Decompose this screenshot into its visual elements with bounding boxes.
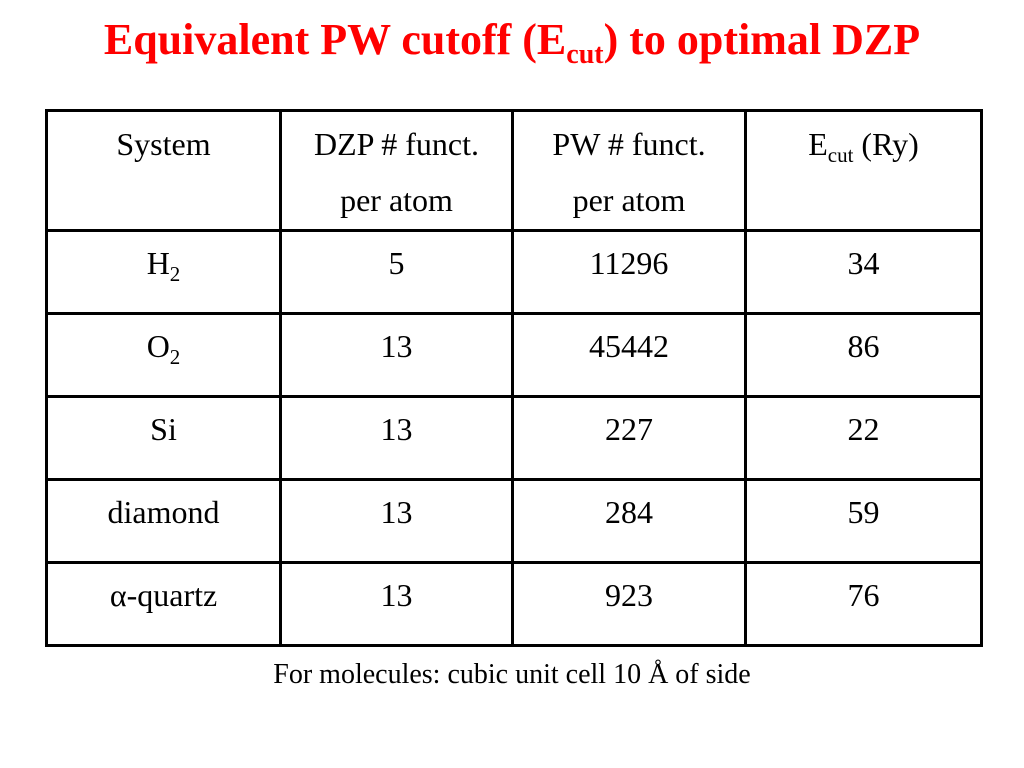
cell-dzp: 13 <box>279 561 514 647</box>
cell-pw: 284 <box>511 478 747 564</box>
cell-dzp: 5 <box>279 229 514 315</box>
header-dzp-functions: DZP # funct. per atom <box>279 109 514 232</box>
system-name: Si <box>150 411 177 447</box>
table-row: H2 5 11296 34 <box>45 229 983 315</box>
cell-dzp: 13 <box>279 478 514 564</box>
system-name: O <box>146 328 170 364</box>
cell-system: O2 <box>45 312 282 398</box>
cell-system: α-quartz <box>45 561 282 647</box>
header-dzp-line2: per atom <box>340 182 453 218</box>
title-subscript: cut <box>566 39 604 70</box>
header-pw-line1: PW # funct. <box>552 126 706 162</box>
table-row: diamond 13 284 59 <box>45 478 983 564</box>
title-text-start: Equivalent PW cutoff (E <box>103 15 567 64</box>
cell-ecut: 76 <box>744 561 983 647</box>
cell-ecut: 59 <box>744 478 983 564</box>
cell-pw: 227 <box>511 395 747 481</box>
header-system-label: System <box>116 126 211 162</box>
cell-dzp: 13 <box>279 395 514 481</box>
slide-title: Equivalent PW cutoff (Ecut) to optimal D… <box>0 10 1024 70</box>
system-subscript: 2 <box>169 262 181 286</box>
cell-pw: 923 <box>511 561 747 647</box>
cell-ecut: 34 <box>744 229 983 315</box>
table-row: O2 13 45442 86 <box>45 312 983 398</box>
system-name: H <box>146 245 170 281</box>
table-row: α-quartz 13 923 76 <box>45 561 983 647</box>
header-system: System <box>45 109 282 232</box>
cell-system: Si <box>45 395 282 481</box>
footnote: For molecules: cubic unit cell 10 Å of s… <box>273 659 751 690</box>
header-dzp-line1: DZP # funct. <box>313 126 479 162</box>
title-text-end: ) to optimal DZP <box>603 15 921 64</box>
cell-ecut: 22 <box>744 395 983 481</box>
header-pw-functions: PW # funct. per atom <box>511 109 747 232</box>
header-ecut: Ecut (Ry) <box>744 109 983 232</box>
table-row: Si 13 227 22 <box>45 395 983 481</box>
header-ecut-main: E <box>808 126 828 162</box>
system-subscript: 2 <box>169 345 181 369</box>
table-header-row: System DZP # funct. per atom PW # funct.… <box>45 109 983 232</box>
header-ecut-subscript: cut <box>827 143 854 167</box>
cell-system: diamond <box>45 478 282 564</box>
cell-pw: 11296 <box>511 229 747 315</box>
header-pw-line2: per atom <box>572 182 686 218</box>
cell-ecut: 86 <box>744 312 983 398</box>
cutoff-table: System DZP # funct. per atom PW # funct.… <box>45 109 983 647</box>
cell-system: H2 <box>45 229 282 315</box>
header-ecut-unit: (Ry) <box>853 126 919 162</box>
cell-pw: 45442 <box>511 312 747 398</box>
cell-dzp: 13 <box>279 312 514 398</box>
system-name: α-quartz <box>109 577 218 613</box>
system-name: diamond <box>107 494 220 530</box>
